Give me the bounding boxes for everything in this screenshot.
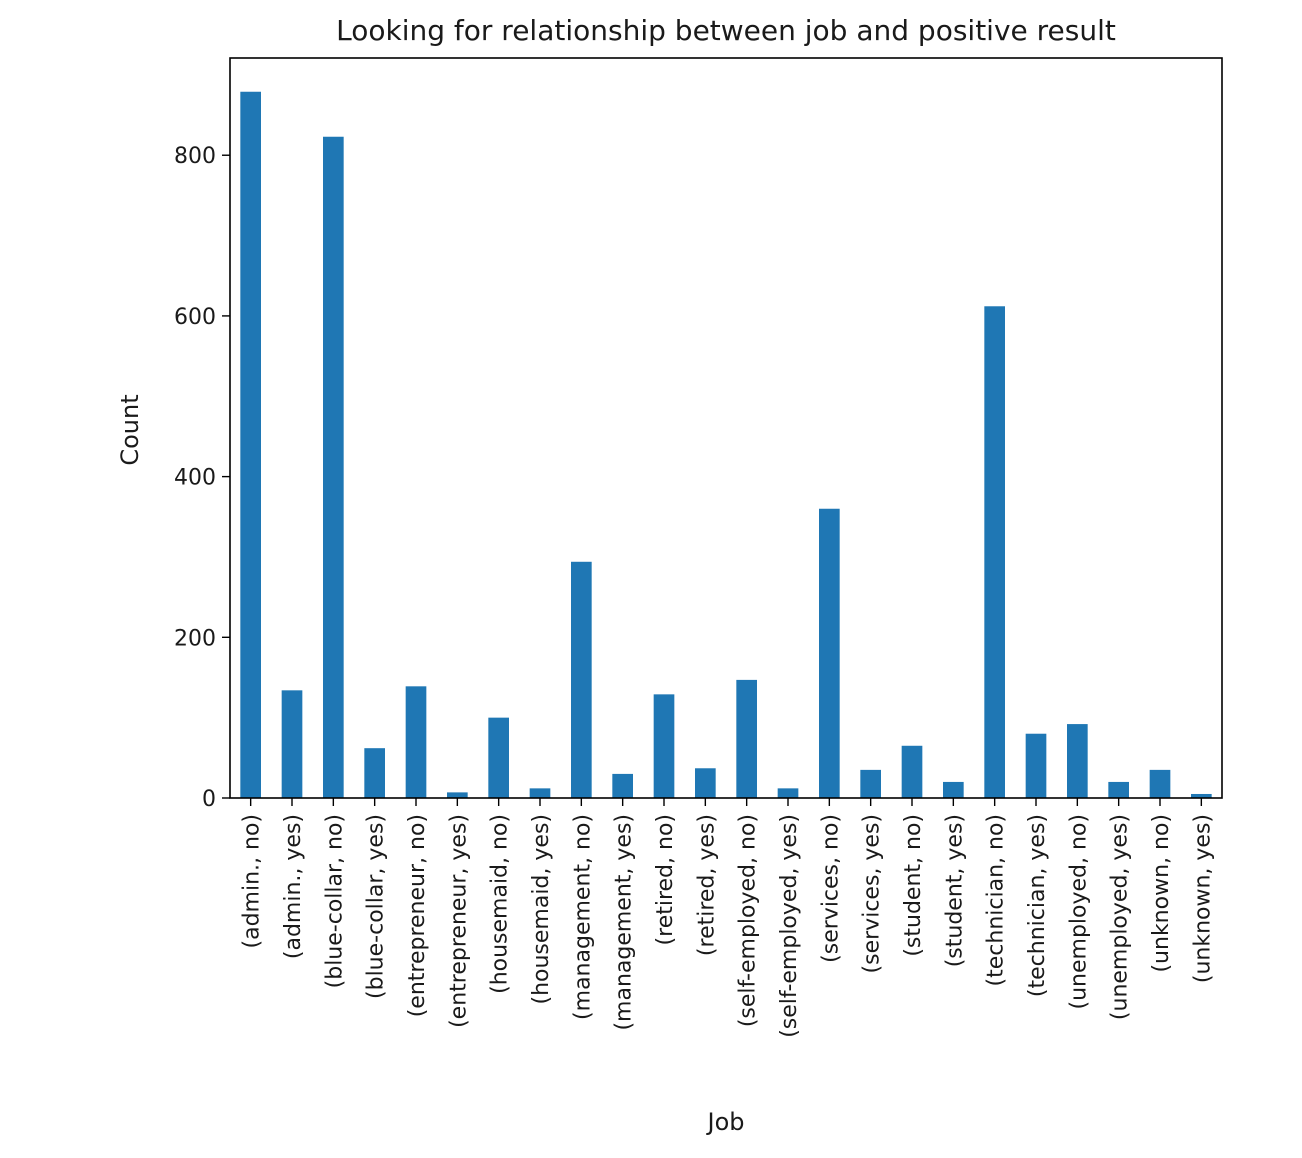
- y-tick-label: 400: [174, 466, 216, 491]
- x-tick-label: (retired, no): [653, 814, 678, 945]
- x-tick-label: (retired, yes): [694, 814, 719, 956]
- bar: [695, 768, 716, 798]
- x-tick-label: (management, no): [570, 814, 595, 1020]
- x-tick-label: (services, no): [818, 814, 843, 963]
- bar: [1025, 733, 1047, 798]
- x-tick-label: (self-employed, yes): [777, 814, 802, 1038]
- bar: [364, 748, 385, 798]
- x-ticks-group: (admin., no) (admin., yes) (blue-collar, n…: [240, 798, 1215, 1038]
- x-tick-label: (unemployed, no): [1066, 814, 1091, 1009]
- x-tick-label: (self-employed, no): [736, 814, 761, 1027]
- x-tick-label: (technician, no): [984, 814, 1009, 986]
- bar: [1067, 724, 1088, 798]
- x-tick-label: (blue-collar, yes): [364, 814, 389, 999]
- bar: [901, 745, 923, 798]
- x-tick-label: (admin., no): [240, 814, 265, 948]
- x-tick-label: (student, no): [901, 814, 926, 957]
- bar: [777, 788, 799, 798]
- x-tick-label: (unknown, no): [1149, 814, 1174, 973]
- x-tick-label: (unemployed, yes): [1108, 814, 1133, 1020]
- y-tick-label: 0: [202, 787, 216, 812]
- x-tick-label: (housemaid, yes): [529, 814, 554, 1005]
- bar: [653, 694, 675, 798]
- bar: [571, 561, 592, 798]
- x-tick-label: (unknown, yes): [1190, 814, 1215, 983]
- x-tick-label: (management, yes): [612, 814, 637, 1031]
- bar: [984, 306, 1005, 798]
- x-tick-label: (student, yes): [942, 814, 967, 967]
- y-tick-label: 600: [174, 305, 216, 330]
- x-tick-label: (entrepreneur, yes): [446, 814, 471, 1028]
- x-tick-label: (blue-collar, no): [322, 814, 347, 988]
- bar: [405, 686, 427, 798]
- bar: [281, 690, 303, 798]
- x-tick-label: (technician, yes): [1025, 814, 1050, 997]
- bar: [529, 788, 551, 798]
- bar: [943, 781, 964, 798]
- bar: [860, 769, 881, 798]
- bar: [1149, 769, 1171, 798]
- x-tick-label: (entrepreneur, no): [405, 814, 430, 1017]
- x-tick-label: (housemaid, no): [488, 814, 513, 994]
- y-tick-label: 200: [174, 626, 216, 651]
- bar: [447, 792, 468, 798]
- bar: [819, 508, 840, 798]
- y-ticks-group: 0 200 400 600 800: [174, 144, 230, 812]
- bar: [1108, 781, 1129, 798]
- x-tick-label: (admin., yes): [281, 814, 306, 959]
- x-tick-label: (services, yes): [860, 814, 885, 973]
- bar: [736, 679, 757, 798]
- plot-frame: [229, 57, 1223, 799]
- y-axis-label: Count: [116, 394, 144, 465]
- bar: [240, 91, 261, 798]
- bars-group: [240, 91, 1212, 799]
- bar: [323, 136, 344, 799]
- bar: [488, 717, 509, 798]
- chart-title: Looking for relationship between job and…: [336, 14, 1116, 47]
- y-tick-label: 800: [174, 144, 216, 169]
- bar: [612, 773, 633, 798]
- x-axis-label: Job: [706, 1108, 745, 1136]
- bar: [1191, 793, 1212, 798]
